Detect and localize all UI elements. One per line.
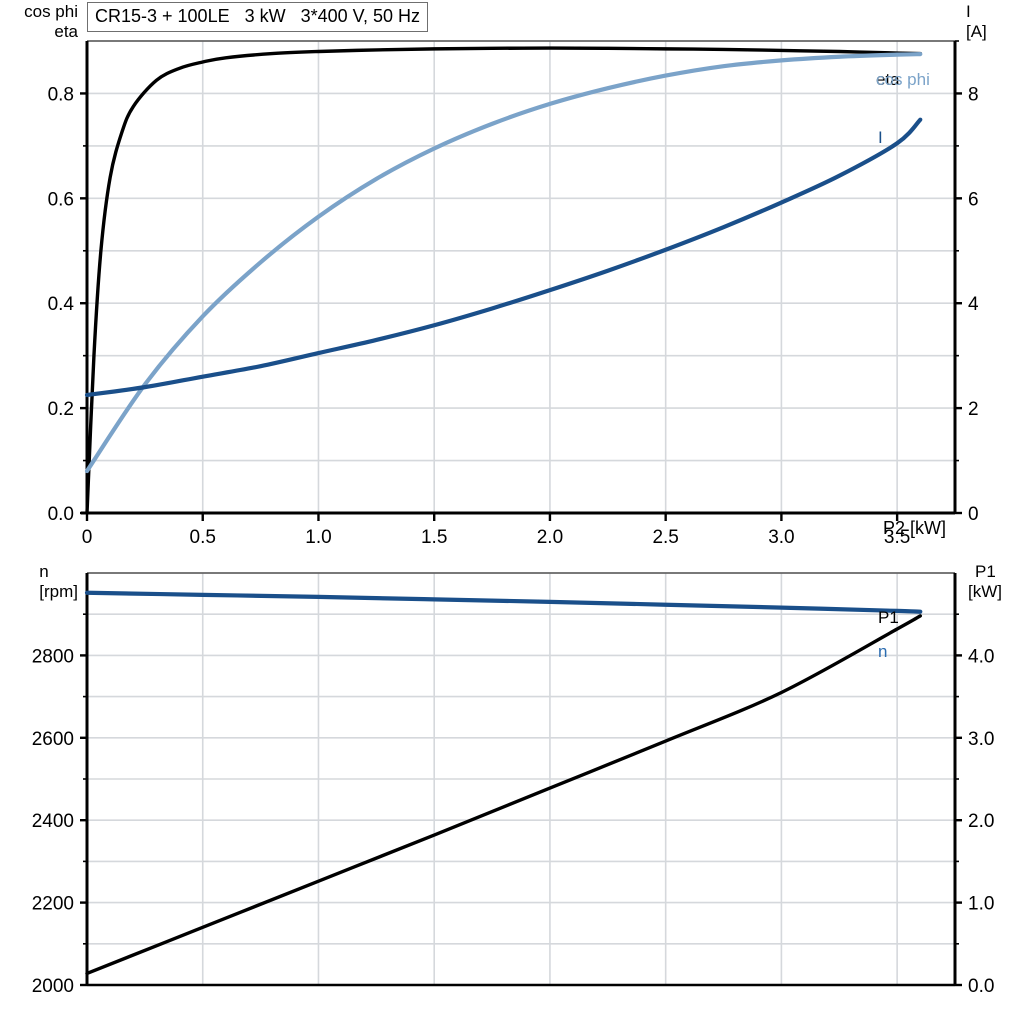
top-chart-plot: 0.0 0.2 0.4 0.6 0.8 0 2 4 6 8 0 0.5 1.0 1.5 2.0 2.5 3.0 3…: [48, 40, 979, 548]
top-right-axis-title-line1: I: [966, 2, 971, 21]
curve-label-p1: P1: [878, 608, 899, 627]
curve-I: [84, 117, 923, 398]
bottom-left-axis-title-line2: [rpm]: [39, 582, 78, 601]
bottom-right-axis-title-line2: [kW]: [968, 582, 1002, 601]
x-tick-label: 0.5: [190, 527, 216, 548]
right-tick-label: 0: [968, 504, 979, 525]
left-tick-label: 2400: [32, 811, 74, 832]
curve-P1: [85, 614, 922, 976]
left-tick-label: 2200: [32, 894, 74, 915]
x-tick-label: 3.5: [884, 527, 910, 548]
right-tick-label: 3.0: [968, 729, 994, 750]
right-tick-label: 2: [968, 399, 979, 420]
curve-cos-phi: [84, 52, 923, 474]
curve-label-eta: eta: [876, 70, 900, 89]
x-tick-label: 2.5: [652, 527, 678, 548]
curve-label-n: n: [878, 642, 888, 661]
x-tick-label: 3.0: [768, 527, 794, 548]
top-right-axis-title-line2: [A]: [966, 22, 987, 41]
right-tick-label: 6: [968, 189, 979, 210]
curve-label-current: I: [878, 128, 883, 147]
right-tick-label: 4.0: [968, 646, 994, 667]
left-tick-label: 0.8: [48, 84, 74, 105]
top-chart-panel: 0.0 0.2 0.4 0.6 0.8 0 2 4 6 8 0 0.5 1.0 1.5 2.0 2.5 3.0 3…: [24, 2, 987, 548]
right-tick-label: 2.0: [968, 811, 994, 832]
x-tick-label: 1.5: [421, 527, 447, 548]
bottom-chart-plot: 2000 2200 2400 2600 2800 0.0 1.0 2.0 3.0 4.0: [32, 572, 994, 997]
left-tick-label: 2800: [32, 646, 74, 667]
bottom-left-axis-title-line1: n: [39, 562, 49, 581]
left-tick-label: 0.2: [48, 399, 74, 420]
x-tick-label: 2.0: [537, 527, 563, 548]
right-tick-label: 1.0: [968, 894, 994, 915]
right-tick-label: 4: [968, 294, 979, 315]
bottom-right-axis-title-line1: P1: [975, 562, 996, 581]
chart-title: CR15-3 + 100LE 3 kW 3*400 V, 50 Hz: [87, 2, 429, 32]
curve-eta: [85, 46, 922, 515]
x-tick-label: 1.0: [305, 527, 331, 548]
left-tick-label: 2000: [32, 976, 74, 997]
right-tick-label: 0.0: [968, 976, 994, 997]
top-left-axis-title-line1: cos phi: [24, 2, 78, 21]
bottom-chart-panel: 2000 2200 2400 2600 2800 0.0 1.0 2.0 3.0 4.0 n [r…: [0, 552, 1024, 1024]
left-tick-label: 2600: [32, 729, 74, 750]
left-tick-label: 0.6: [48, 189, 74, 210]
left-tick-label: 0.0: [48, 504, 74, 525]
curve-n: [84, 590, 923, 614]
left-tick-label: 0.4: [48, 294, 75, 315]
top-left-axis-title-line2: eta: [54, 22, 78, 41]
curve-label-cos-phi: cos phi: [876, 70, 930, 89]
top-x-axis-title: P2 [kW]: [883, 518, 947, 538]
right-tick-label: 8: [968, 84, 979, 105]
x-tick-label: 0: [82, 527, 93, 548]
